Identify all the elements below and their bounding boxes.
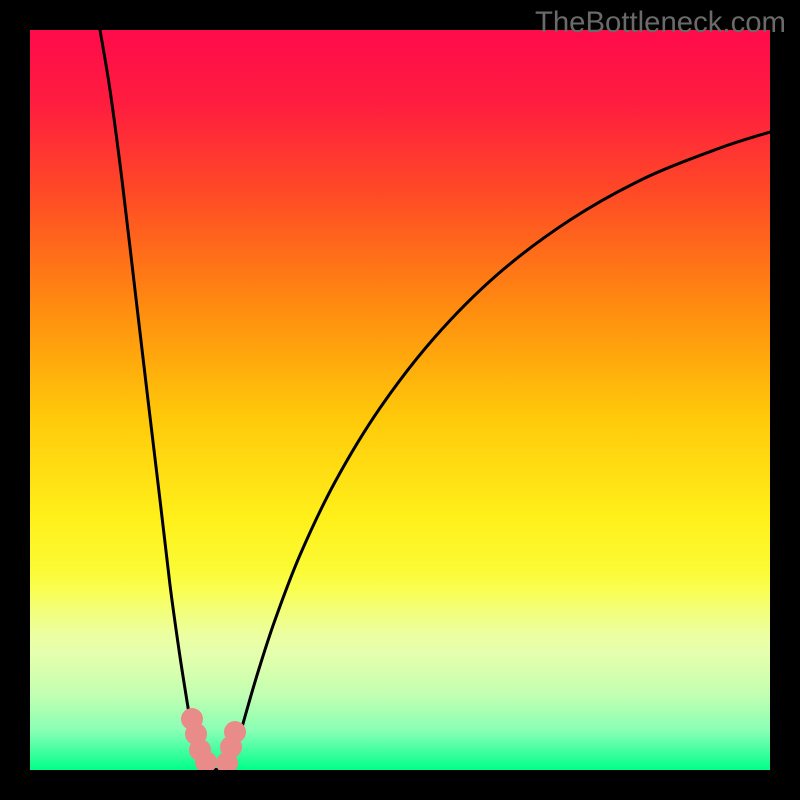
watermark-text: TheBottleneck.com [535, 6, 786, 40]
chart-svg [30, 30, 770, 770]
marker-point [224, 721, 246, 743]
plot-area [30, 30, 770, 770]
pale-band [30, 570, 770, 718]
